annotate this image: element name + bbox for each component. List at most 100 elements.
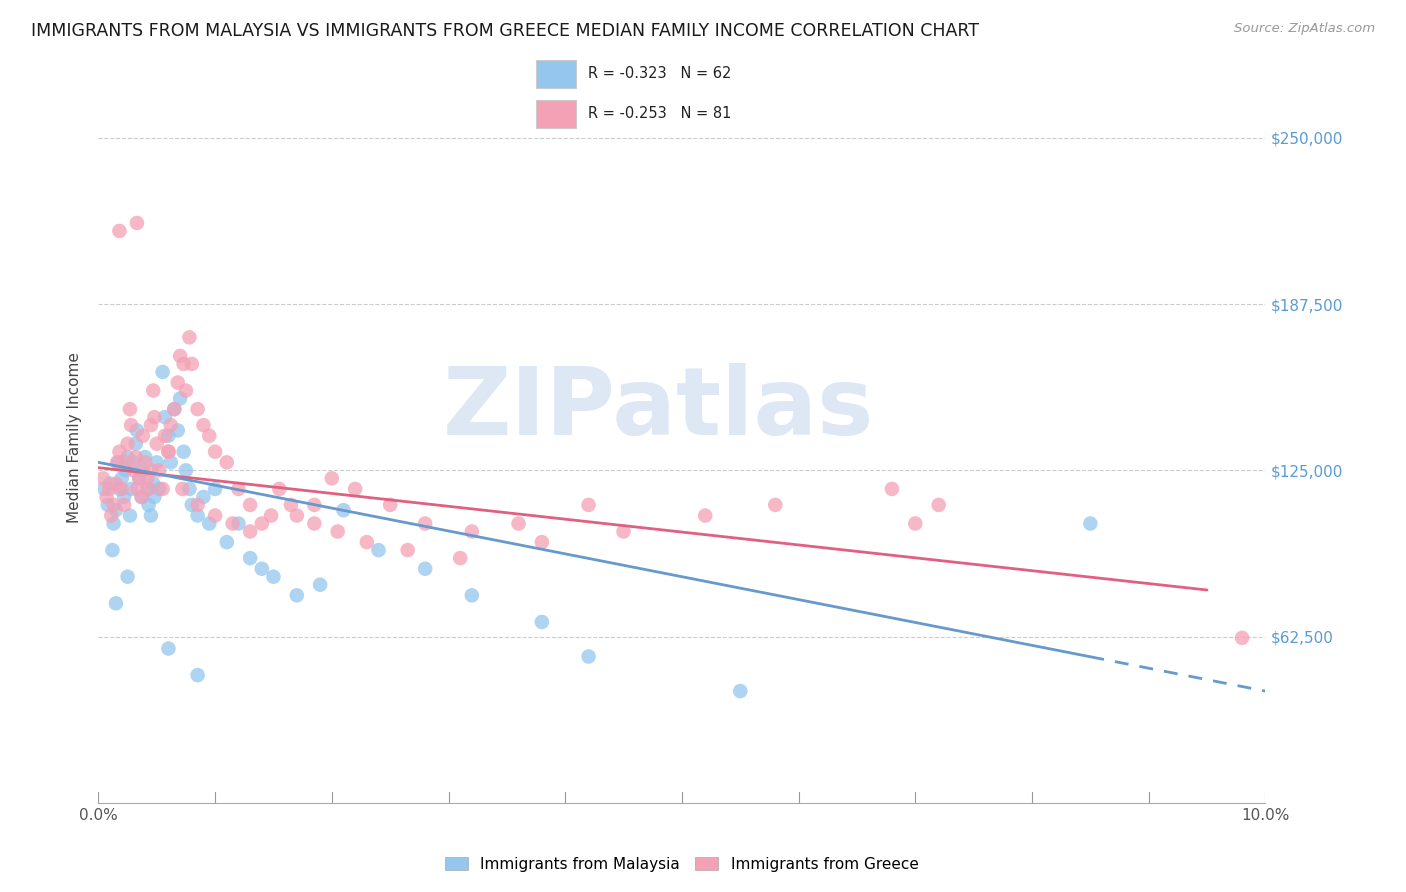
Point xyxy=(356,535,378,549)
Point xyxy=(136,471,159,485)
Point xyxy=(239,551,262,566)
Point xyxy=(117,570,139,584)
Point xyxy=(125,436,148,450)
Point xyxy=(96,490,118,504)
Point xyxy=(172,482,194,496)
Point xyxy=(122,455,145,469)
Point xyxy=(157,444,180,458)
Point xyxy=(111,482,134,496)
Point xyxy=(120,418,142,433)
Point xyxy=(461,524,484,539)
Point xyxy=(179,330,201,344)
Point xyxy=(132,463,155,477)
Point xyxy=(260,508,283,523)
Point xyxy=(159,455,181,469)
Text: R = -0.323   N = 62: R = -0.323 N = 62 xyxy=(588,66,731,81)
Point xyxy=(530,535,553,549)
Point xyxy=(146,455,169,469)
Point xyxy=(152,482,174,496)
Point xyxy=(101,543,124,558)
Point xyxy=(344,482,367,496)
Point xyxy=(169,349,191,363)
Point xyxy=(93,482,115,496)
Point xyxy=(103,516,125,531)
Point xyxy=(578,498,600,512)
Point xyxy=(132,429,155,443)
Point xyxy=(108,444,131,458)
Bar xyxy=(536,100,575,128)
Point xyxy=(138,498,160,512)
Point xyxy=(104,503,127,517)
Point xyxy=(304,516,326,531)
Point xyxy=(449,551,471,566)
Point xyxy=(146,436,169,450)
Point xyxy=(114,455,136,469)
Point xyxy=(215,455,238,469)
Point xyxy=(280,498,302,512)
Point xyxy=(380,498,402,512)
Point xyxy=(1230,631,1253,645)
Point xyxy=(187,402,209,417)
Point xyxy=(122,463,145,477)
Point xyxy=(117,436,139,450)
Point xyxy=(112,498,135,512)
Point xyxy=(117,450,139,464)
Point xyxy=(321,471,343,485)
Point xyxy=(763,498,786,512)
Point xyxy=(239,524,262,539)
Point xyxy=(118,508,141,523)
Point xyxy=(228,516,250,531)
Point xyxy=(98,476,121,491)
Point xyxy=(103,498,125,512)
Text: IMMIGRANTS FROM MALAYSIA VS IMMIGRANTS FROM GREECE MEDIAN FAMILY INCOME CORRELAT: IMMIGRANTS FROM MALAYSIA VS IMMIGRANTS F… xyxy=(31,22,979,40)
Point xyxy=(250,562,273,576)
Point xyxy=(228,482,250,496)
Point xyxy=(125,216,148,230)
Point xyxy=(91,471,114,485)
Point xyxy=(97,482,120,496)
Point xyxy=(166,424,188,438)
Text: Source: ZipAtlas.com: Source: ZipAtlas.com xyxy=(1234,22,1375,36)
Point xyxy=(104,596,127,610)
Point xyxy=(250,516,273,531)
Point xyxy=(204,482,226,496)
Point xyxy=(166,376,188,390)
Point xyxy=(163,402,186,417)
Point xyxy=(180,357,202,371)
Point xyxy=(163,402,186,417)
Point xyxy=(193,490,215,504)
Point xyxy=(367,543,389,558)
Point xyxy=(97,498,120,512)
Point xyxy=(114,463,136,477)
Point xyxy=(187,668,209,682)
Point xyxy=(153,429,176,443)
Point xyxy=(239,498,262,512)
Point xyxy=(100,508,122,523)
Legend: Immigrants from Malaysia, Immigrants from Greece: Immigrants from Malaysia, Immigrants fro… xyxy=(437,849,927,880)
Point xyxy=(578,649,600,664)
Point xyxy=(125,482,148,496)
Point xyxy=(125,424,148,438)
Point xyxy=(139,463,162,477)
Point xyxy=(142,384,165,398)
Point xyxy=(112,490,135,504)
Point xyxy=(198,516,221,531)
Point xyxy=(530,615,553,629)
Point xyxy=(174,384,197,398)
Point xyxy=(148,482,170,496)
Point xyxy=(695,508,717,523)
Point xyxy=(148,463,170,477)
Point xyxy=(413,562,436,576)
Point xyxy=(111,471,134,485)
Y-axis label: Median Family Income: Median Family Income xyxy=(67,351,83,523)
Point xyxy=(173,444,195,458)
Point xyxy=(309,577,332,591)
Point xyxy=(157,444,180,458)
Point xyxy=(128,471,150,485)
Point xyxy=(187,498,209,512)
Bar xyxy=(536,60,575,87)
Point xyxy=(104,476,127,491)
Point xyxy=(613,524,636,539)
Point xyxy=(215,535,238,549)
Point xyxy=(285,508,308,523)
